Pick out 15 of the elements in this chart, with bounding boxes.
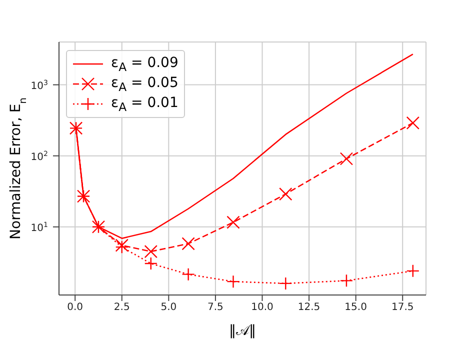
x-tick-label: 2.5 xyxy=(114,302,130,314)
legend-label: ε$_{A}$ = 0.05 xyxy=(111,74,178,94)
x-axis-title: ‖𝒜‖ xyxy=(229,323,256,339)
x-tick-label: 15.0 xyxy=(344,302,367,314)
y-tick-label: 10$^{3}$ xyxy=(30,78,48,92)
legend-label: ε$_{A}$ = 0.09 xyxy=(111,54,178,74)
x-tick-label: 7.5 xyxy=(208,302,224,314)
y-tick-label: 10$^{1}$ xyxy=(30,220,48,234)
legend-label: ε$_{A}$ = 0.01 xyxy=(111,94,178,114)
x-tick-label: 10.0 xyxy=(251,302,274,314)
y-tick-label: 10$^{2}$ xyxy=(30,150,48,163)
x-tick-label: 5.0 xyxy=(160,302,177,314)
x-tick-label: 17.5 xyxy=(391,302,414,314)
x-tick-label: 12.5 xyxy=(298,302,320,314)
x-tick-label: 0.0 xyxy=(67,302,84,314)
